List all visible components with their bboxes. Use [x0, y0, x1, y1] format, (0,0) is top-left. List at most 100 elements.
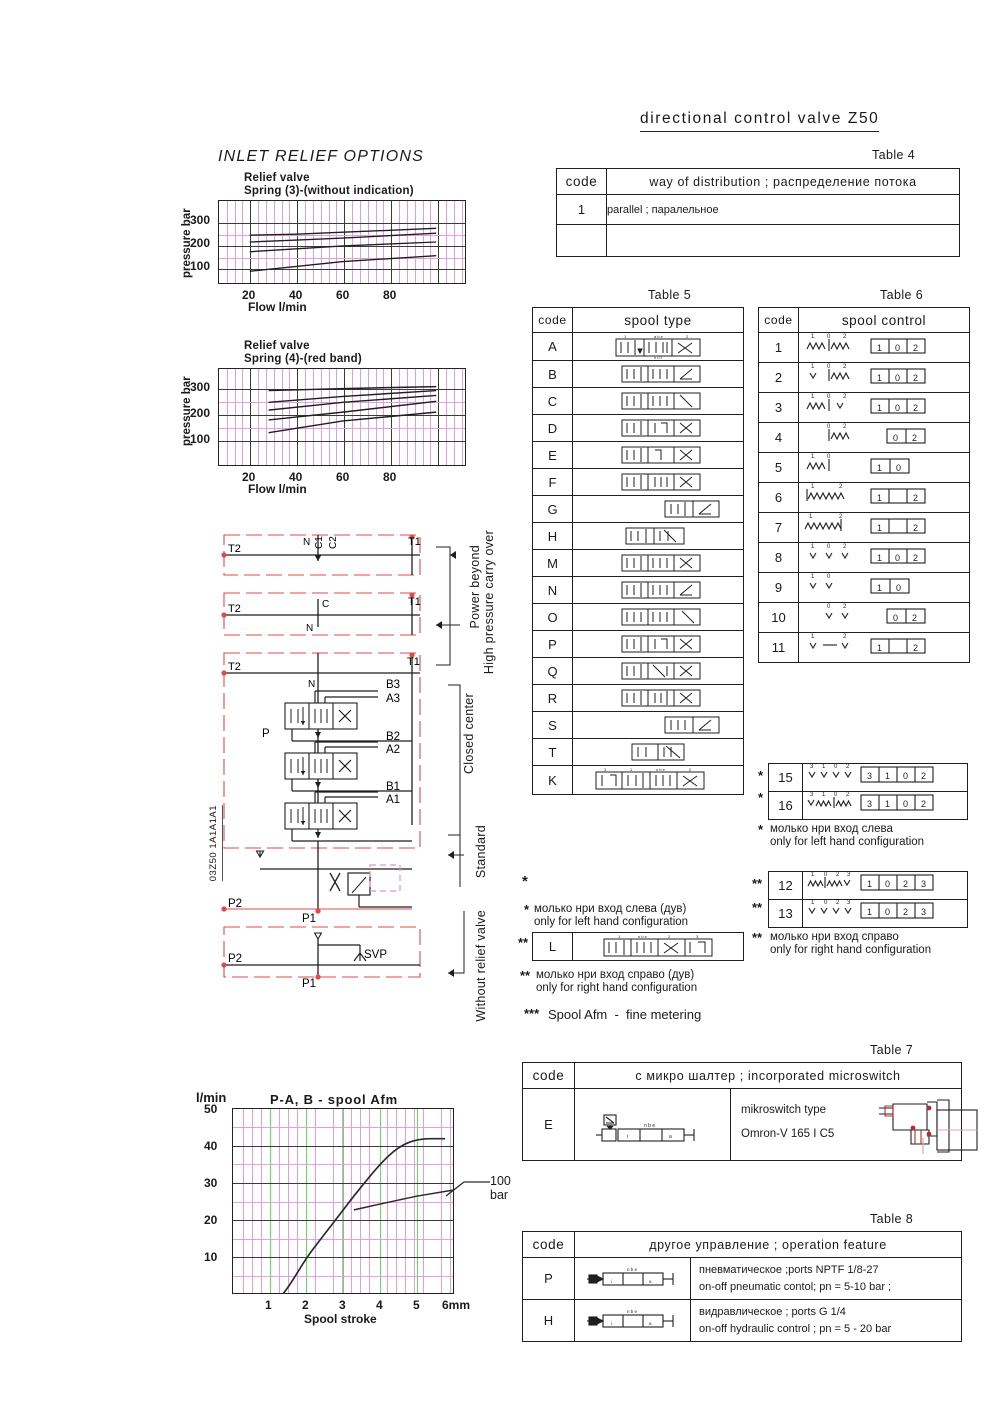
- table5-footnote-1-ru: молько нри вход слева (дув): [534, 903, 687, 915]
- table5-code-G: G: [532, 495, 573, 523]
- table5-code-H: H: [532, 522, 573, 550]
- svg-text:T1: T1: [408, 596, 421, 608]
- table-8: code другое управление ; operation featu…: [522, 1231, 962, 1342]
- svg-text:0: 0: [896, 463, 901, 473]
- table-row: L 1 n b e 2 3: [532, 932, 744, 961]
- table-row: D: [532, 414, 744, 442]
- svg-text:2: 2: [843, 334, 847, 340]
- table5-symbol-S: [572, 711, 744, 739]
- svg-text:n b e: n b e: [627, 1309, 638, 1314]
- table5-row-L-mark: **: [518, 935, 529, 950]
- microswitch-illustration: [879, 1098, 978, 1154]
- table-row: 2 1 0 2 1 0 2: [758, 362, 970, 393]
- table5-footnote-1-en: only for left hand configuration: [534, 916, 689, 928]
- table5-code-E: E: [532, 441, 573, 469]
- table6-code-7: 7: [758, 512, 799, 543]
- table-row: H n b e i a видравлическое ; ports G 1/4 …: [522, 1299, 962, 1342]
- table5-symbol-R: [572, 684, 744, 712]
- table7-caption: Table 7: [870, 1043, 914, 1057]
- table5-symbol-H: [572, 522, 744, 550]
- chart3-plot: [232, 1108, 454, 1294]
- table8-row0-code: P: [522, 1257, 575, 1300]
- svg-text:0: 0: [895, 403, 900, 413]
- svg-text:0: 0: [827, 574, 831, 580]
- svg-text:i: i: [611, 1279, 612, 1284]
- table6-control-16: 3 1 0 2 3 1 0 2: [802, 791, 968, 820]
- svg-text:1: 1: [877, 493, 882, 503]
- svg-text:1: 1: [811, 484, 815, 490]
- table4-caption: Table 4: [872, 148, 916, 162]
- svg-text:1: 1: [618, 935, 621, 939]
- table8-row1-line2: on-off hydraulic control ; pn = 5 - 20 b…: [699, 1322, 892, 1335]
- table-7: code с микро шалтер ; incorporated micro…: [522, 1062, 978, 1161]
- svg-text:2: 2: [836, 872, 840, 878]
- table-row: N: [532, 576, 744, 604]
- bracket-label-power-beyond: Power beyond: [468, 545, 482, 629]
- table5-footnote-1-mark: *: [524, 902, 530, 917]
- svg-text:2: 2: [921, 771, 926, 781]
- inlet-relief-options-heading: INLET RELIEF OPTIONS: [218, 148, 424, 165]
- svg-text:0: 0: [895, 373, 900, 383]
- svg-text:2: 2: [839, 484, 843, 490]
- table-row: P: [532, 630, 744, 658]
- table8-row0-line2: on-off pneumatic contol; pn = 5-10 bar ;: [699, 1280, 892, 1293]
- chart3-ylabel: l/min: [196, 1090, 227, 1105]
- table8-row1-code: H: [522, 1299, 575, 1342]
- chart1-xlabel: Flow l/min: [248, 300, 307, 314]
- svg-text:0: 0: [827, 364, 831, 370]
- table5-symbol-F: [572, 468, 744, 496]
- svg-text:1: 1: [867, 907, 872, 917]
- table5-code-C: C: [532, 387, 573, 415]
- svg-text:2: 2: [836, 900, 840, 906]
- chart1-xtick-40: 40: [289, 288, 303, 302]
- svg-text:3: 3: [921, 907, 926, 917]
- table6-control-3: 1 0 2 1 0 2: [798, 392, 970, 423]
- table4-header-code: code: [556, 168, 607, 195]
- table-row: 5 1 0 1 0: [758, 452, 970, 483]
- chart3-xtick-2: 2: [302, 1298, 309, 1312]
- svg-text:2: 2: [843, 634, 847, 640]
- svg-text:2: 2: [843, 544, 847, 550]
- chart3-ytick-30: 30: [204, 1176, 218, 1190]
- hydraulic-circuit-diagram: T2 T1 N C1 C2 T2 T1 C N T2 T1 N B3 A3: [200, 525, 500, 1050]
- table8-header-operation-feature: другое управление ; operation feature: [574, 1231, 962, 1258]
- table7-row0-code: E: [522, 1088, 575, 1161]
- table5-symbol-L: 1 n b e 2 3: [572, 932, 744, 961]
- svg-text:1: 1: [624, 335, 627, 339]
- table5-footnote-3-mark: ***: [524, 1006, 540, 1021]
- chart1-title: Relief valve: [244, 172, 310, 184]
- table5-code-O: O: [532, 603, 573, 631]
- svg-text:0: 0: [885, 879, 890, 889]
- table5-symbol-B: [572, 360, 744, 388]
- svg-text:0: 0: [895, 553, 900, 563]
- table8-row1-detail: видравлическое ; ports G 1/4 on-off hydr…: [690, 1299, 962, 1342]
- table6-control-12: 1 0 2 3 1 0 2 3: [802, 871, 968, 900]
- chart3-xtick-4: 4: [376, 1298, 383, 1312]
- table-row: 1 parallel ; паралельное: [556, 194, 960, 225]
- svg-text:N: N: [306, 623, 313, 634]
- table7-header-row: code с микро шалтер ; incorporated micro…: [522, 1062, 962, 1089]
- table-row: T: [532, 738, 744, 766]
- table6-caption: Table 6: [880, 288, 924, 302]
- svg-text:a b e: a b e: [654, 335, 664, 339]
- svg-text:0: 0: [893, 433, 898, 443]
- chart2-series: [268, 385, 437, 434]
- table8-row0-detail: пневматическое ;ports NPTF 1/8-27 on-off…: [690, 1257, 962, 1300]
- chart1-series: [249, 227, 437, 272]
- svg-text:2: 2: [668, 935, 671, 939]
- svg-text:P2: P2: [228, 898, 242, 910]
- chart-relief-spring-4: Relief valve Spring (4)-(red band) press…: [178, 340, 478, 500]
- table5-code-D: D: [532, 414, 573, 442]
- svg-text:1: 1: [877, 553, 882, 563]
- table5-code-M: M: [532, 549, 573, 577]
- table6-code-6: 6: [758, 482, 799, 513]
- svg-text:2: 2: [839, 514, 843, 520]
- chart1-ytick-100: 100: [190, 259, 211, 273]
- table5-symbol-T: [572, 738, 744, 766]
- chart3-ytick-50: 50: [204, 1102, 218, 1116]
- svg-text:0: 0: [903, 799, 908, 809]
- table5-symbol-O: [572, 603, 744, 631]
- table7-row0-line1: mikroswitch type: [741, 1103, 826, 1116]
- svg-text:2: 2: [913, 553, 918, 563]
- table-row: 12 1 0 2 3 1 0 2 3: [768, 871, 968, 900]
